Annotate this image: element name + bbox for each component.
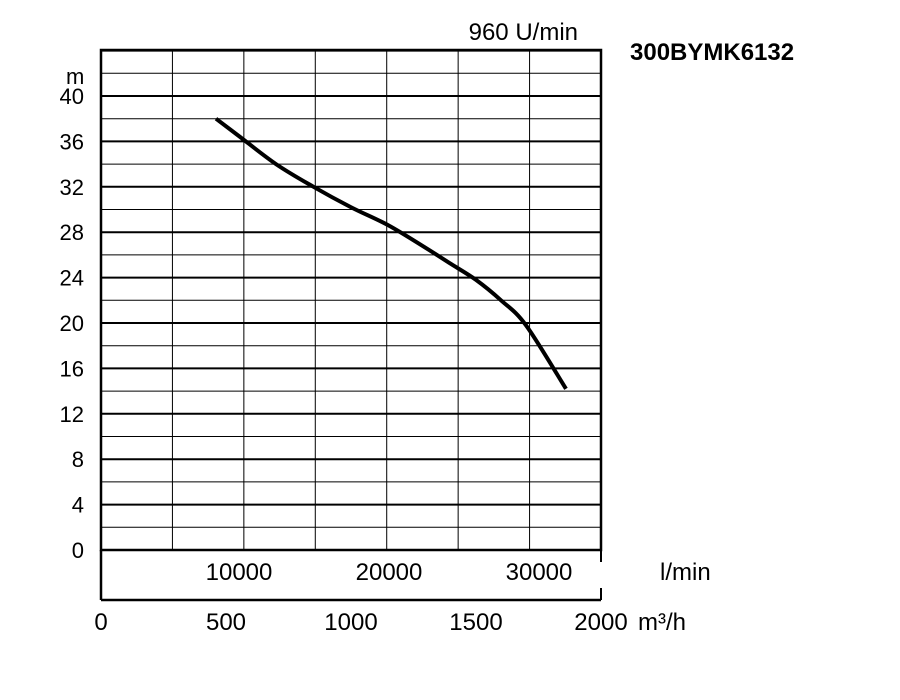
y-tick-label: 16 bbox=[60, 356, 84, 381]
x-tick-label-m3h: 500 bbox=[206, 609, 246, 636]
y-tick-label: 0 bbox=[72, 538, 84, 563]
y-tick-label: 8 bbox=[72, 447, 84, 472]
x-tick-label-lmin: 10000 bbox=[206, 559, 273, 586]
y-tick-label: 28 bbox=[60, 220, 84, 245]
x-tick-label-lmin: 30000 bbox=[506, 559, 573, 586]
y-tick-label: 24 bbox=[60, 266, 84, 291]
x-tick-label-m3h: 0 bbox=[94, 609, 107, 636]
model-label: 300BYMK6132 bbox=[630, 39, 794, 66]
x-tick-label-m3h: 1500 bbox=[449, 609, 502, 636]
y-tick-label: 40 bbox=[60, 84, 84, 109]
x-tick-label-lmin: 20000 bbox=[356, 559, 423, 586]
y-tick-label: 32 bbox=[60, 175, 84, 200]
y-tick-label: 4 bbox=[72, 493, 84, 518]
x-tick-label-m3h: 2000 bbox=[574, 609, 627, 636]
plot-border bbox=[99, 48, 603, 552]
curve-layer bbox=[214, 117, 568, 390]
y-tick-label: 20 bbox=[60, 311, 84, 336]
y-tick-label: 12 bbox=[60, 402, 84, 427]
x-tick-labels: 10000 20000 30000 0 500 1000 1500 2000 bbox=[94, 559, 627, 636]
plot-frame bbox=[99, 48, 603, 602]
y-tick-label: 36 bbox=[60, 129, 84, 154]
x-axis-unit-m3h: m³/h bbox=[638, 609, 686, 636]
chart-title: 960 U/min bbox=[469, 19, 578, 46]
x-tick-label-m3h: 1000 bbox=[324, 609, 377, 636]
y-axis-unit: m bbox=[66, 64, 84, 89]
x-axis-unit-lmin: l/min bbox=[660, 559, 711, 586]
grid bbox=[101, 49, 601, 551]
head-curve bbox=[214, 117, 568, 390]
